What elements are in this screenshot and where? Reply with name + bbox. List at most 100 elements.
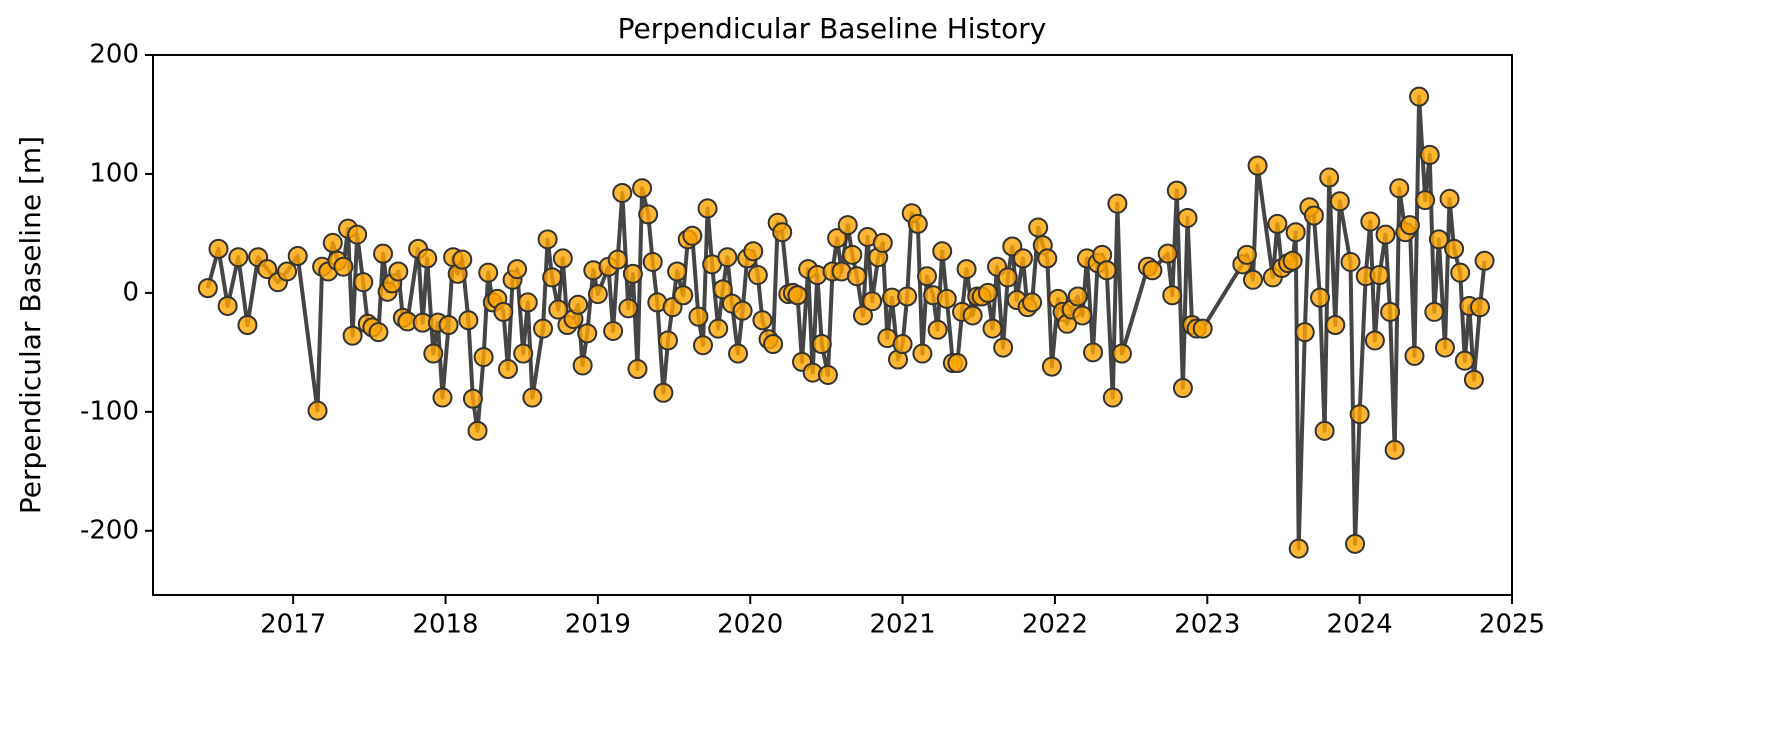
marker	[1439, 188, 1460, 209]
marker	[548, 299, 569, 320]
marker	[846, 266, 867, 287]
marker	[1037, 248, 1058, 269]
marker	[603, 320, 624, 341]
marker	[1325, 315, 1346, 335]
marker	[1399, 215, 1420, 236]
x-tick-label: 2022	[1022, 610, 1088, 640]
marker	[872, 232, 893, 253]
marker	[977, 282, 998, 303]
marker	[1450, 262, 1471, 283]
marker	[1107, 193, 1128, 214]
marker	[912, 343, 933, 364]
y-axis-label: Perpendicular Baseline [m]	[14, 136, 47, 514]
marker	[1012, 248, 1033, 269]
marker	[947, 353, 968, 374]
x-tick-label: 2018	[412, 610, 478, 640]
marker	[892, 334, 913, 355]
x-tick-label: 2017	[260, 610, 326, 640]
plot-frame	[152, 54, 1513, 596]
marker	[956, 259, 977, 280]
marker	[1384, 439, 1405, 460]
marker	[497, 359, 518, 380]
marker	[1177, 207, 1198, 228]
marker	[657, 330, 678, 351]
marker	[697, 198, 718, 219]
marker	[708, 318, 729, 339]
marker	[587, 284, 608, 305]
y-tick-label: 100	[89, 158, 139, 188]
marker	[1267, 213, 1288, 234]
marker	[907, 213, 928, 234]
marker	[1389, 178, 1410, 199]
marker	[936, 288, 957, 309]
marker	[287, 246, 308, 267]
x-tick-label: 2021	[869, 610, 935, 640]
marker	[1349, 404, 1370, 425]
marker	[347, 224, 368, 245]
marker	[642, 251, 663, 272]
marker	[1083, 342, 1104, 363]
marker	[228, 247, 249, 268]
marker	[612, 182, 633, 203]
marker	[982, 318, 1003, 339]
marker	[1288, 538, 1309, 559]
y-tick-label: -200	[80, 515, 139, 545]
marker	[1319, 167, 1340, 188]
marker	[1463, 369, 1484, 390]
marker	[277, 261, 298, 282]
x-tick-label: 2019	[565, 610, 631, 640]
marker	[837, 215, 858, 236]
marker	[743, 241, 764, 262]
marker	[1072, 305, 1093, 326]
marker	[322, 232, 343, 253]
marker	[1102, 387, 1123, 408]
marker	[1364, 330, 1385, 351]
marker	[1444, 238, 1465, 259]
marker	[993, 337, 1014, 358]
marker	[667, 261, 688, 282]
y-tick-label: 0	[122, 277, 139, 307]
marker	[1329, 191, 1350, 212]
marker	[692, 335, 713, 356]
marker	[478, 262, 499, 283]
marker	[622, 263, 643, 284]
marker	[473, 347, 494, 368]
marker	[1434, 337, 1455, 358]
marker	[197, 278, 218, 299]
marker	[1369, 265, 1390, 286]
marker	[1247, 155, 1268, 176]
marker	[1303, 205, 1324, 226]
marker	[552, 248, 573, 269]
marker	[916, 266, 937, 287]
marker	[653, 382, 674, 403]
marker	[452, 249, 473, 270]
marker	[1142, 260, 1163, 281]
marker	[1314, 420, 1335, 441]
marker	[467, 420, 488, 441]
marker	[618, 298, 639, 319]
marker	[513, 343, 534, 364]
marker	[307, 400, 328, 421]
marker	[1096, 260, 1117, 281]
marker	[728, 343, 749, 364]
x-tick-label: 2025	[1479, 610, 1545, 640]
marker	[1192, 318, 1213, 339]
chart-title: Perpendicular Baseline History	[618, 12, 1047, 45]
marker	[763, 334, 784, 355]
marker	[1282, 250, 1303, 271]
marker	[417, 248, 438, 269]
marker	[1236, 244, 1257, 265]
marker	[862, 291, 883, 312]
marker	[1345, 533, 1366, 554]
marker	[817, 364, 838, 385]
marker	[432, 387, 453, 408]
marker	[632, 178, 653, 199]
marker	[927, 319, 948, 340]
marker	[1041, 356, 1062, 377]
x-tick-label: 2024	[1327, 610, 1393, 640]
marker	[752, 310, 773, 331]
marker	[522, 387, 543, 408]
marker	[217, 295, 238, 316]
marker	[533, 318, 554, 339]
